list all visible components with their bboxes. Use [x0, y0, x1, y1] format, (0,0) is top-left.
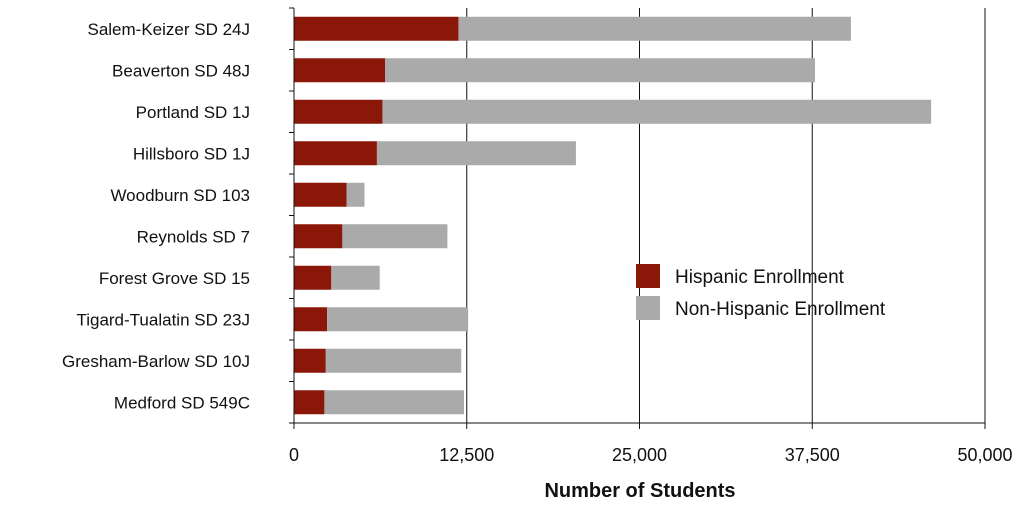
category-label-1: Beaverton SD 48J — [112, 61, 250, 80]
bar-non-hispanic-9 — [324, 390, 464, 415]
category-label-9: Medford SD 549C — [114, 393, 250, 412]
bar-hispanic-4 — [294, 182, 347, 207]
legend-swatch-non-hispanic — [636, 296, 660, 320]
category-label-3: Hillsboro SD 1J — [133, 144, 250, 163]
bar-hispanic-6 — [294, 265, 332, 290]
bar-non-hispanic-8 — [325, 348, 462, 373]
bars — [294, 16, 932, 415]
category-label-7: Tigard-Tualatin SD 23J — [76, 310, 250, 329]
x-tick-label-0: 0 — [289, 445, 299, 465]
x-tick-label-3: 37,500 — [785, 445, 840, 465]
category-label-8: Gresham-Barlow SD 10J — [62, 352, 250, 371]
bar-non-hispanic-5 — [342, 224, 448, 249]
legend-label-non-hispanic: Non-Hispanic Enrollment — [675, 299, 886, 320]
bar-non-hispanic-6 — [331, 265, 380, 290]
bar-hispanic-2 — [294, 99, 383, 124]
bar-non-hispanic-2 — [382, 99, 932, 124]
x-axis-title: Number of Students — [544, 480, 735, 502]
labels: Salem-Keizer SD 24J Beaverton SD 48J Portl… — [62, 20, 1013, 465]
bar-non-hispanic-7 — [327, 307, 469, 332]
bar-non-hispanic-3 — [376, 141, 576, 166]
x-tick-label-2: 25,000 — [612, 445, 667, 465]
category-label-6: Forest Grove SD 15 — [99, 269, 250, 288]
category-label-4: Woodburn SD 103 — [110, 186, 250, 205]
bar-hispanic-1 — [294, 58, 386, 83]
bar-hispanic-8 — [294, 348, 326, 373]
category-label-2: Portland SD 1J — [136, 103, 250, 122]
legend: Hispanic Enrollment Non-Hispanic Enrollme… — [636, 264, 886, 320]
bar-hispanic-7 — [294, 307, 328, 332]
x-tick-label-1: 12,500 — [439, 445, 494, 465]
bar-hispanic-3 — [294, 141, 377, 166]
bar-non-hispanic-0 — [458, 16, 851, 41]
bar-non-hispanic-1 — [385, 58, 816, 83]
legend-swatch-hispanic — [636, 264, 660, 288]
bar-hispanic-9 — [294, 390, 325, 415]
axes — [289, 7, 986, 429]
category-label-5: Reynolds SD 7 — [137, 227, 250, 246]
bar-non-hispanic-4 — [346, 182, 365, 207]
legend-label-hispanic: Hispanic Enrollment — [675, 267, 845, 288]
category-label-0: Salem-Keizer SD 24J — [87, 20, 250, 39]
x-tick-label-4: 50,000 — [957, 445, 1012, 465]
bar-hispanic-0 — [294, 16, 459, 41]
bar-hispanic-5 — [294, 224, 343, 249]
